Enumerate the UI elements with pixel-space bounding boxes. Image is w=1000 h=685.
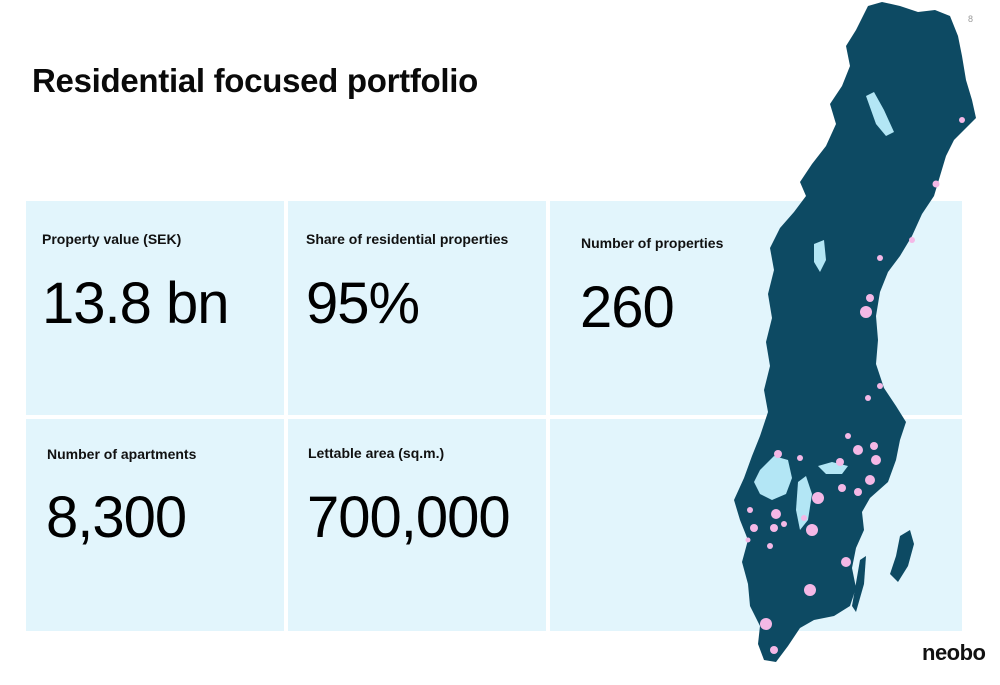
property-marker	[845, 433, 851, 439]
property-marker	[797, 455, 803, 461]
property-marker	[866, 294, 874, 302]
property-marker	[806, 524, 818, 536]
stat-tile-lettable-area	[288, 419, 546, 631]
property-marker	[877, 255, 883, 261]
property-marker	[836, 458, 844, 466]
property-marker	[745, 537, 751, 543]
property-marker	[750, 524, 758, 532]
property-marker	[865, 395, 871, 401]
lake-vattern-shape	[796, 476, 812, 530]
property-marker	[932, 180, 940, 188]
oland-island-shape	[852, 556, 866, 612]
number-of-properties-amount: 260	[580, 275, 675, 340]
lettable-area-amount: 700,000	[307, 485, 511, 550]
lake-north-shape	[866, 92, 894, 136]
stat-tile-property-value	[26, 201, 284, 415]
page-number: 8	[968, 14, 974, 24]
property-marker	[770, 646, 778, 654]
lettable-area-label: Lettable area (sq.m.)	[308, 445, 445, 461]
property-marker	[747, 507, 753, 513]
property-marker	[760, 618, 772, 630]
lake-vanern-shape	[754, 456, 792, 500]
stat-tile-number-of-apartments	[26, 419, 284, 631]
property-marker	[871, 455, 881, 465]
property-marker	[877, 383, 883, 389]
property-marker	[774, 450, 782, 458]
property-value-amount: 13.8 bn	[42, 271, 230, 336]
property-marker	[841, 557, 851, 567]
property-marker	[959, 117, 965, 123]
property-marker	[804, 584, 816, 596]
property-marker	[909, 237, 915, 243]
residential-share-amount: 95%	[306, 271, 420, 336]
property-marker	[865, 475, 875, 485]
property-marker	[870, 442, 878, 450]
property-marker	[860, 306, 872, 318]
neobo-logo: neobo	[922, 640, 986, 665]
sweden-land-shape	[734, 2, 976, 662]
stat-tile-residential-share	[288, 201, 546, 415]
property-markers	[745, 117, 965, 654]
property-marker	[853, 445, 863, 455]
property-marker	[801, 515, 807, 521]
property-value-label: Property value (SEK)	[42, 231, 182, 247]
residential-share-label: Share of residential properties	[306, 231, 509, 247]
property-marker	[781, 521, 787, 527]
number-of-apartments-label: Number of apartments	[47, 446, 197, 462]
property-marker	[838, 484, 846, 492]
property-marker	[767, 543, 773, 549]
lake-central-shape	[814, 240, 826, 272]
number-of-properties-label: Number of properties	[581, 235, 724, 251]
slide-title: Residential focused portfolio	[32, 62, 479, 99]
number-of-apartments-amount: 8,300	[46, 485, 187, 550]
property-marker	[812, 492, 824, 504]
property-marker	[854, 488, 862, 496]
property-marker	[771, 509, 781, 519]
gotland-island-shape	[890, 530, 914, 582]
property-marker	[770, 524, 778, 532]
